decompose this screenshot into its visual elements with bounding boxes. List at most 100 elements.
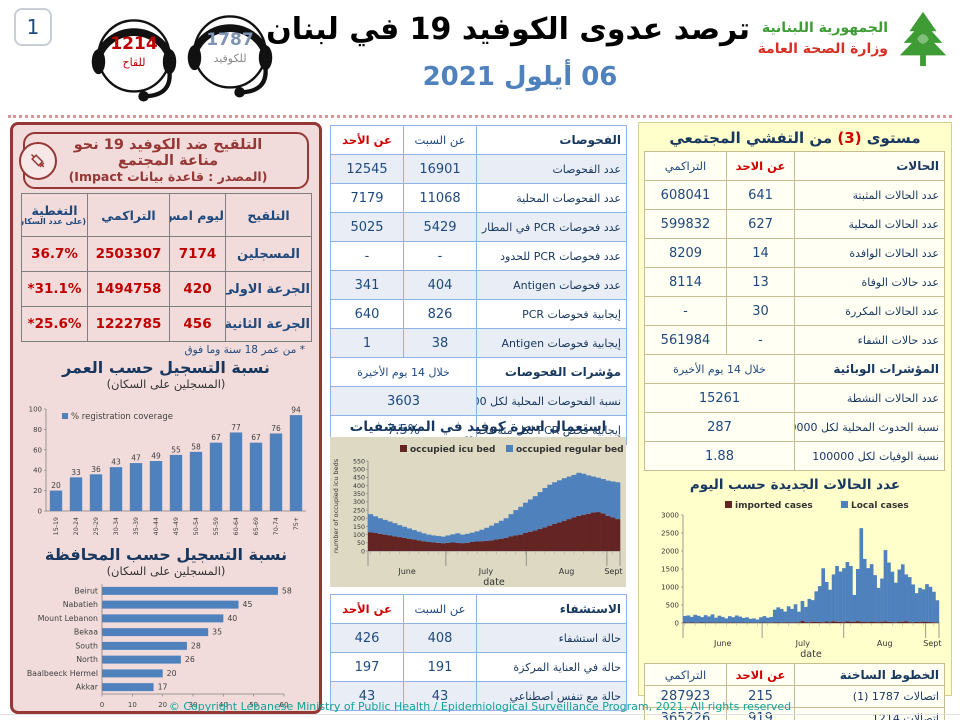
tests-table: الفحوصات عن السبت عن الأحد عدد الفحوصات 1… xyxy=(330,125,627,445)
row-label: عدد الحالات المكررة xyxy=(794,296,945,326)
svg-text:60: 60 xyxy=(280,701,289,709)
svg-text:45: 45 xyxy=(243,600,253,609)
cell-value: *31.1% xyxy=(21,271,88,307)
svg-text:Aug: Aug xyxy=(559,567,575,576)
svg-text:43: 43 xyxy=(111,458,121,467)
headset-icon xyxy=(187,15,273,98)
table-row: إيجابية فحوصات PCR 826 640 xyxy=(330,299,627,329)
svg-text:Baalbeeck Hermel: Baalbeeck Hermel xyxy=(27,669,98,678)
svg-text:35: 35 xyxy=(212,628,222,637)
governorate-registration-chart: Beirut 58 Nabatieh 45 Mount Lebanon 40 Bekaa 35… xyxy=(27,584,292,709)
cell-value: 627 xyxy=(726,209,795,239)
svg-text:77: 77 xyxy=(231,423,241,432)
col-header: عن الاحد xyxy=(726,663,795,686)
cell-value: 38 xyxy=(403,328,477,358)
svg-text:40-44: 40-44 xyxy=(153,517,160,535)
svg-text:Aug: Aug xyxy=(877,639,893,648)
table-row: إيجابية فحوصات Antigen 38 1 xyxy=(330,328,627,358)
table-row: مؤشرات الفحوصات خلال 14 يوم الأخيرة xyxy=(330,357,627,387)
cell-value: 13 xyxy=(726,267,795,297)
svg-text:occupied icu bed: occupied icu bed xyxy=(410,445,495,455)
svg-text:67: 67 xyxy=(251,433,261,442)
ministry-name-line2: وزارة الصحة العامة xyxy=(757,41,888,57)
vaccination-subtitle-text: (المصدر : قاعدة بيانات Impact) xyxy=(68,169,268,184)
cell-value: 1.88 xyxy=(644,441,795,471)
svg-text:40: 40 xyxy=(227,614,237,623)
svg-text:June: June xyxy=(397,567,416,576)
cedar-logo-icon xyxy=(899,11,947,67)
table-row: عدد الفحوصات المحلية 11068 7179 xyxy=(330,183,627,213)
svg-text:Beirut: Beirut xyxy=(74,586,98,595)
row-label: المسجلين xyxy=(225,236,312,272)
svg-text:40: 40 xyxy=(33,467,42,475)
svg-text:45-49: 45-49 xyxy=(173,517,180,535)
svg-text:36: 36 xyxy=(91,465,101,474)
cell-value: 191 xyxy=(403,652,477,682)
svg-text:Nabatieh: Nabatieh xyxy=(63,600,98,609)
col-header: عن السبت xyxy=(403,125,477,155)
cell-value: 2503307 xyxy=(87,236,170,272)
cell-value: - xyxy=(330,241,404,271)
svg-text:550: 550 xyxy=(353,458,365,465)
svg-text:3000: 3000 xyxy=(661,511,679,519)
cell-value: خلال 14 يوم الأخيرة xyxy=(330,357,477,387)
svg-text:0: 0 xyxy=(100,701,104,709)
svg-text:date: date xyxy=(800,649,822,659)
cell-value: 599832 xyxy=(644,209,727,239)
table-row: عدد الحالات المكررة 30- xyxy=(644,296,945,326)
svg-text:17: 17 xyxy=(158,683,168,692)
vaccination-panel-title: التلقيح ضد الكوفيد 19 نحو مناعة المجتمع … xyxy=(19,132,309,189)
svg-text:number of occupied icu beds: number of occupied icu beds xyxy=(332,458,340,553)
table-row: حالة مع تنفس اصطناعي 43 43 xyxy=(330,681,627,711)
svg-text:350: 350 xyxy=(353,491,365,498)
cell-value: 826 xyxy=(403,299,477,329)
cell-value: 12545 xyxy=(330,154,404,184)
syringe-icon xyxy=(19,141,57,180)
col-header: الاستشفاء xyxy=(476,594,627,624)
row-label: اتصالات 1787 (1) xyxy=(794,685,945,708)
covid-hotline-badge: 1787 للكوفيد xyxy=(182,0,278,100)
daily-new-cases-chart: 0 500 1000 1500 2000 2500 3000 imported cases Lo… xyxy=(661,501,941,659)
svg-text:500: 500 xyxy=(666,601,679,609)
svg-text:1500: 1500 xyxy=(661,565,679,573)
col-header: التلقيح xyxy=(225,193,312,237)
vaccine-hotline-number: 1214 xyxy=(110,34,158,54)
svg-text:imported cases: imported cases xyxy=(735,501,813,511)
age-chart-title: نسبة التسجيل حسب العمر xyxy=(62,358,270,377)
row-label: إيجابية فحوصات Antigen xyxy=(476,328,627,358)
cell-value: 408 xyxy=(403,623,477,653)
svg-text:55-59: 55-59 xyxy=(213,517,220,535)
cell-value: 287 xyxy=(644,412,795,442)
cell-value: 15261 xyxy=(644,383,795,413)
row-label: عدد الفحوصات المحلية xyxy=(476,183,627,213)
svg-text:58: 58 xyxy=(191,442,201,451)
table-row: حالة في العناية المركزة 191 197 xyxy=(330,652,627,682)
table-header-row: الفحوصات عن السبت عن الأحد xyxy=(330,125,627,155)
ministry-name-line1: الجمهورية اللبنانية xyxy=(761,20,888,36)
cell-value: 8114 xyxy=(644,267,727,297)
row-label: إيجابية فحوصات PCR xyxy=(476,299,627,329)
table-row: عدد الحالات الوافدة 14 8209 xyxy=(644,238,945,268)
table-row: عدد فحوصات PCR للحدود - - xyxy=(330,241,627,271)
col-header: عن الأحد xyxy=(330,594,404,624)
table-header-row: الاستشفاء عن السبت عن الأحد xyxy=(330,594,627,624)
daily-cases-chart-title: عدد الحالات الجديدة حسب اليوم xyxy=(689,477,901,493)
svg-text:occupied regular bed: occupied regular bed xyxy=(516,445,624,455)
svg-text:20-24: 20-24 xyxy=(73,517,80,535)
row-label: عدد حالات الشفاء xyxy=(794,325,945,355)
svg-text:10: 10 xyxy=(128,701,137,709)
table-row: عدد الحالات النشطة 15261 xyxy=(644,383,945,413)
cell-value: 5429 xyxy=(403,212,477,242)
cell-value: 1494758 xyxy=(87,271,170,307)
svg-text:2000: 2000 xyxy=(661,547,679,555)
svg-text:94: 94 xyxy=(291,406,301,415)
table-row: المسجلين 7174 2503307 36.7% xyxy=(21,236,312,272)
cell-value: 561984 xyxy=(644,325,727,355)
col-header: التراكمي xyxy=(87,193,170,237)
report-date: 06 أيلول 2021 xyxy=(422,62,618,92)
hotlines-table: الخطوط الساخنة عن الاحد التراكمي اتصالات… xyxy=(644,663,945,720)
row-label: عدد فحوصات PCR للحدود xyxy=(476,241,627,271)
table-row: الجرعة الثانية 456 1222785 *25.6% xyxy=(21,306,312,342)
svg-text:South: South xyxy=(75,641,98,650)
page-title: ترصد عدوى الكوفيد 19 في لبنان xyxy=(266,12,750,47)
